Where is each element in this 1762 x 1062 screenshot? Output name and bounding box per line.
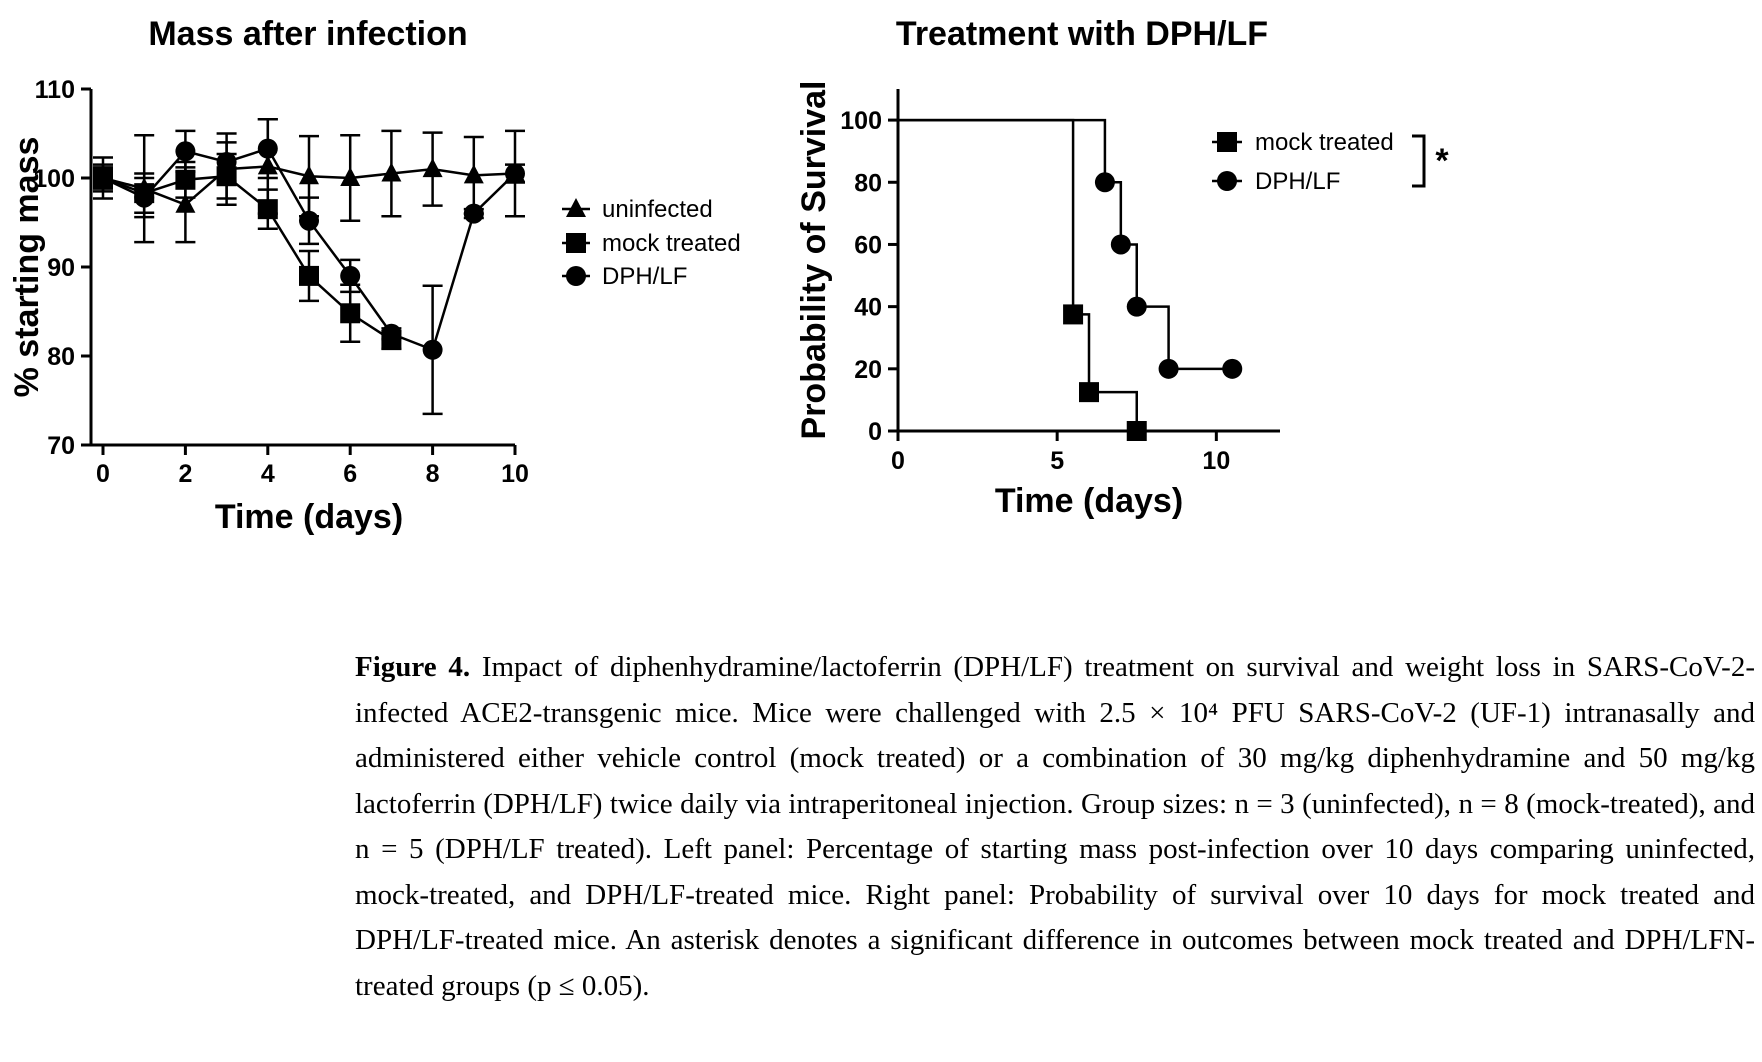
left-x-tick-label: 0 — [96, 460, 110, 488]
left-x-axis-label: Time (days) — [215, 498, 403, 536]
figure-caption: Figure 4. Impact of diphenhydramine/lact… — [355, 645, 1755, 1009]
legend-marker-circle — [1217, 171, 1237, 191]
legend-marker-triangle — [566, 198, 586, 217]
caption-text: Impact of diphenhydramine/lactoferrin (D… — [355, 651, 1755, 1002]
data-point-circle — [381, 323, 402, 344]
left-y-axis-label: % starting mass — [8, 137, 46, 398]
left-x-tick-label: 4 — [261, 460, 275, 488]
left-y-tick-label: 70 — [47, 432, 75, 460]
data-point-square — [175, 169, 196, 190]
data-point-circle — [299, 210, 319, 231]
data-point-triangle — [175, 193, 196, 213]
data-point-triangle — [463, 164, 484, 184]
data-point-circle — [134, 187, 155, 208]
left-y-tick-label: 100 — [33, 165, 75, 193]
data-point-circle — [175, 141, 196, 162]
legend-marker-square — [566, 233, 586, 253]
caption-label: Figure 4. — [355, 651, 471, 683]
data-point-circle — [1126, 296, 1147, 317]
data-point-triangle — [422, 158, 443, 178]
data-point-square — [1126, 421, 1147, 441]
legend-label: mock treated — [1255, 129, 1394, 156]
left-chart-title: Mass after infection — [148, 15, 467, 53]
right-series-1 — [898, 118, 1233, 371]
data-point-circle — [340, 265, 361, 286]
legend-label: DPH/LF — [602, 263, 687, 290]
data-point-circle — [1158, 358, 1179, 379]
legend-marker-circle — [566, 266, 586, 286]
data-point-square — [340, 303, 361, 324]
right-y-tick-label: 20 — [854, 356, 882, 384]
right-y-tick-label: 100 — [840, 107, 882, 135]
data-point-square — [299, 265, 319, 286]
left-y-tick-label: 80 — [47, 343, 75, 371]
left-x-tick-label: 2 — [178, 460, 192, 488]
legend-label: DPH/LF — [1255, 168, 1340, 195]
right-y-tick-label: 40 — [854, 294, 882, 322]
left-x-tick-label: 8 — [426, 460, 440, 488]
legend-marker-square — [1217, 132, 1237, 152]
right-chart-title: Treatment with DPH/LF — [896, 15, 1268, 53]
data-point-circle — [257, 138, 278, 159]
right-y-tick-label: 0 — [868, 418, 882, 446]
right-x-axis-label: Time (days) — [995, 482, 1183, 520]
data-point-circle — [93, 168, 113, 188]
left-y-tick-label: 110 — [35, 76, 75, 104]
significance-bracket — [1412, 134, 1426, 188]
data-point-circle — [1110, 234, 1131, 255]
data-point-circle — [422, 339, 443, 360]
data-point-circle — [216, 151, 237, 172]
data-point-circle — [1094, 172, 1115, 193]
data-point-triangle — [340, 167, 361, 186]
data-point-square — [257, 199, 278, 220]
data-point-square — [1079, 382, 1099, 403]
right-y-axis-label: Probability of Survival — [795, 81, 833, 440]
left-y-tick-label: 90 — [47, 254, 75, 282]
significance-asterisk: * — [1435, 142, 1449, 180]
right-x-tick-label: 0 — [891, 447, 905, 475]
survival-step-line — [898, 118, 1233, 371]
right-x-tick-label: 10 — [1202, 447, 1230, 475]
data-point-square — [1063, 304, 1084, 325]
data-point-triangle — [299, 165, 319, 185]
right-y-tick-label: 60 — [854, 231, 882, 259]
right-y-tick-label: 80 — [854, 169, 882, 197]
data-point-circle — [463, 203, 484, 224]
data-point-circle — [505, 163, 525, 184]
left-x-tick-label: 6 — [343, 460, 357, 488]
survival-step-line — [898, 118, 1138, 431]
right-series-0 — [898, 118, 1138, 431]
left-x-tick-label: 10 — [501, 460, 529, 488]
legend-label: uninfected — [602, 196, 713, 223]
data-point-triangle — [381, 162, 402, 182]
data-point-circle — [1222, 358, 1243, 379]
legend-label: mock treated — [602, 230, 741, 257]
right-x-tick-label: 5 — [1050, 447, 1064, 475]
